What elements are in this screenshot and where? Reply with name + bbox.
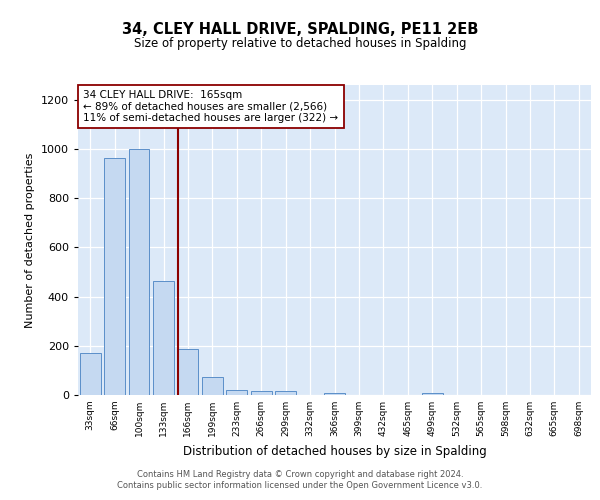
Text: Size of property relative to detached houses in Spalding: Size of property relative to detached ho… [134,38,466,51]
Bar [128,149,149,395]
Bar [422,392,443,395]
Text: Contains HM Land Registry data © Crown copyright and database right 2024.: Contains HM Land Registry data © Crown c… [137,470,463,479]
Bar [324,392,345,395]
Bar [251,390,272,395]
Text: Contains public sector information licensed under the Open Government Licence v3: Contains public sector information licen… [118,481,482,490]
Bar [178,350,199,395]
Bar [153,280,174,395]
Bar [80,353,101,395]
Bar [275,392,296,395]
Bar [202,376,223,395]
Bar [226,390,247,395]
Bar [104,158,125,395]
X-axis label: Distribution of detached houses by size in Spalding: Distribution of detached houses by size … [182,444,487,458]
Y-axis label: Number of detached properties: Number of detached properties [25,152,35,328]
Text: 34, CLEY HALL DRIVE, SPALDING, PE11 2EB: 34, CLEY HALL DRIVE, SPALDING, PE11 2EB [122,22,478,38]
Text: 34 CLEY HALL DRIVE:  165sqm
← 89% of detached houses are smaller (2,566)
11% of : 34 CLEY HALL DRIVE: 165sqm ← 89% of deta… [83,90,338,123]
